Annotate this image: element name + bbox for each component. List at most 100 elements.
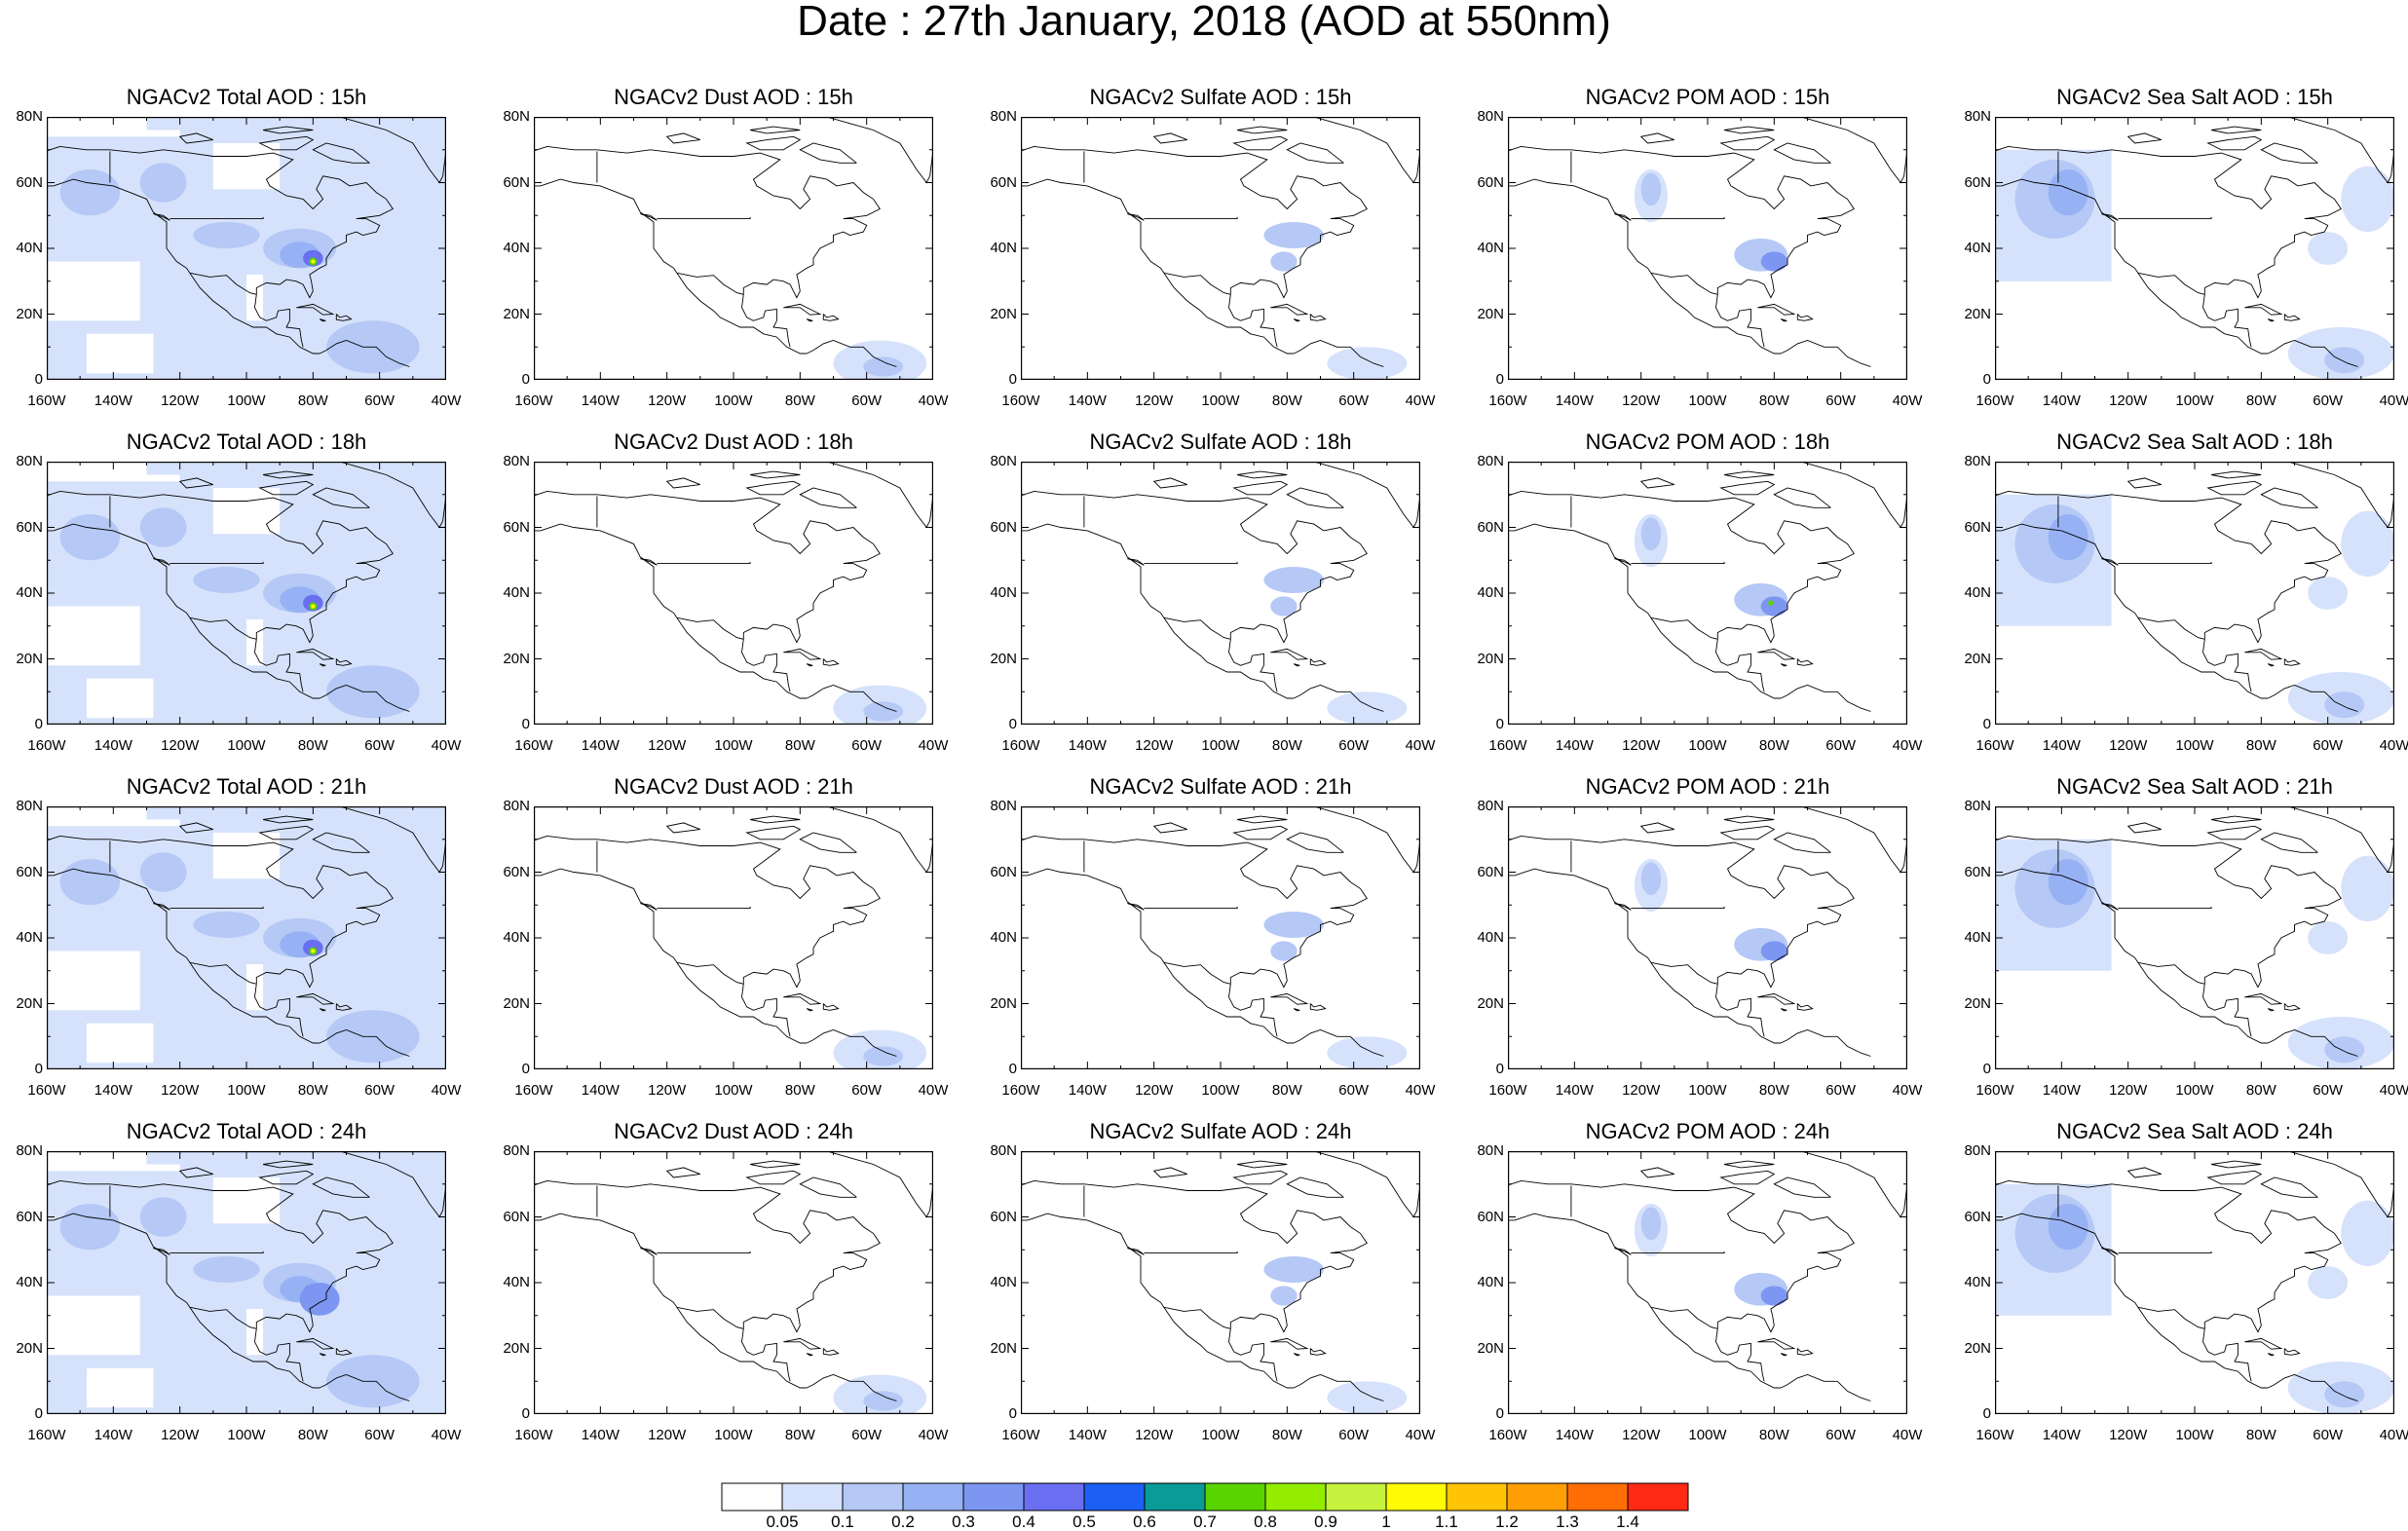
coastline	[1286, 1176, 1344, 1198]
latitude-label: 0	[1982, 1405, 1991, 1422]
coastline	[2137, 272, 2205, 295]
longitude-label: 100W	[2175, 737, 2214, 754]
coastline	[665, 1167, 700, 1178]
aod-plume	[1327, 691, 1408, 725]
coastline	[1027, 868, 1295, 1044]
panel-title: NGACv2 Sulfate AOD : 24h	[1089, 1119, 1352, 1143]
aod-plume	[2324, 691, 2365, 719]
latitude-label: 0	[1495, 371, 1504, 388]
coastline	[826, 806, 933, 874]
aod-plume	[2324, 347, 2365, 374]
coastline	[799, 832, 857, 853]
coastline	[745, 1170, 802, 1185]
longitude-label: 100W	[1201, 392, 1240, 409]
coastline	[799, 142, 857, 164]
longitude-label: 40W	[1405, 1427, 1436, 1443]
aod-map	[47, 806, 446, 1069]
longitude-label: 120W	[2109, 1082, 2148, 1099]
map-panel: NGACv2 Dust AOD : 24h 80N 60N 40N 20N 0 160W 14…	[487, 1120, 974, 1465]
latitude-label: 20N	[990, 305, 1017, 322]
coastline	[1309, 658, 1327, 666]
coastline	[741, 984, 791, 1037]
longitude-label: 80W	[1758, 392, 1789, 409]
colorbar-swatch	[1446, 1482, 1508, 1512]
aod-plume	[311, 949, 316, 953]
coastline	[47, 145, 394, 299]
coastline	[1163, 961, 1231, 985]
longitude-label: 120W	[1622, 737, 1661, 754]
longitude-label: 140W	[1555, 392, 1594, 409]
coastline	[1995, 145, 2342, 299]
coastline	[2267, 1008, 2275, 1012]
coastline	[2101, 1248, 2119, 1255]
coastline	[1270, 992, 1309, 1005]
longitude-label: 120W	[1622, 392, 1661, 409]
longitude-label: 40W	[918, 392, 949, 409]
coastline	[339, 806, 446, 874]
coastline	[1639, 132, 1674, 144]
coastline	[657, 1251, 751, 1254]
coastline	[2101, 903, 2119, 911]
coastline	[2202, 639, 2252, 692]
coastline	[2244, 1337, 2283, 1350]
aod-plume	[2324, 1036, 2365, 1064]
longitude-label: 80W	[1758, 737, 1789, 754]
coastline	[1650, 1306, 1718, 1329]
colorbar-swatch	[1083, 1482, 1146, 1512]
aod-map	[534, 806, 933, 1069]
longitude-label: 120W	[2109, 1427, 2148, 1443]
aod-field	[1634, 514, 1787, 616]
latitude-label: 80N	[990, 798, 1017, 814]
coastline	[263, 126, 314, 134]
longitude-label: 60W	[2313, 737, 2344, 754]
aod-plume	[863, 701, 904, 722]
latitude-label: 20N	[1477, 305, 1504, 322]
latitude-label: 60N	[1477, 173, 1504, 191]
aod-field	[47, 117, 446, 380]
longitude-label: 100W	[1688, 392, 1727, 409]
longitude-label: 120W	[161, 392, 200, 409]
coastline	[2126, 822, 2162, 834]
coastline	[1757, 648, 1796, 660]
aod-plume	[2308, 577, 2349, 610]
coastline	[296, 303, 335, 316]
coastline	[534, 1179, 881, 1333]
longitude-label: 160W	[27, 737, 66, 754]
aod-plume	[193, 567, 260, 593]
panel-title: NGACv2 Total AOD : 18h	[126, 429, 367, 454]
longitude-label: 140W	[2042, 392, 2081, 409]
latitude-label: 0	[521, 1061, 530, 1077]
coastline	[1286, 832, 1344, 853]
coastline	[1293, 1029, 1384, 1057]
aod-cell	[212, 143, 281, 190]
longitude-label: 100W	[1688, 737, 1727, 754]
longitude-label: 60W	[1338, 1427, 1370, 1443]
longitude-label: 100W	[2175, 1082, 2214, 1099]
longitude-label: 100W	[2175, 1427, 2214, 1443]
longitude-label: 40W	[918, 1082, 949, 1099]
longitude-label: 120W	[1135, 1082, 1174, 1099]
longitude-label: 80W	[2245, 392, 2276, 409]
coastline	[1309, 314, 1327, 321]
latitude-label: 0	[1982, 1061, 1991, 1077]
coastline	[178, 132, 213, 144]
coastline	[1715, 294, 1765, 348]
coastline	[1757, 1337, 1796, 1350]
coastline	[676, 272, 744, 295]
aod-plume	[59, 514, 121, 561]
coastline	[2211, 126, 2262, 134]
coastline	[1757, 303, 1796, 316]
aod-plume	[863, 1046, 904, 1066]
colorbar-swatch	[1506, 1482, 1568, 1512]
aod-plume	[1760, 941, 1787, 961]
longitude-label: 80W	[2245, 1082, 2276, 1099]
coastline	[783, 1337, 822, 1350]
longitude-label: 160W	[514, 737, 553, 754]
aod-plume	[863, 356, 904, 377]
coastline	[822, 314, 840, 321]
longitude-label: 140W	[1555, 737, 1594, 754]
coastline	[153, 1248, 170, 1255]
longitude-label: 120W	[1135, 737, 1174, 754]
longitude-label: 40W	[1892, 1427, 1923, 1443]
longitude-label: 40W	[1892, 392, 1923, 409]
